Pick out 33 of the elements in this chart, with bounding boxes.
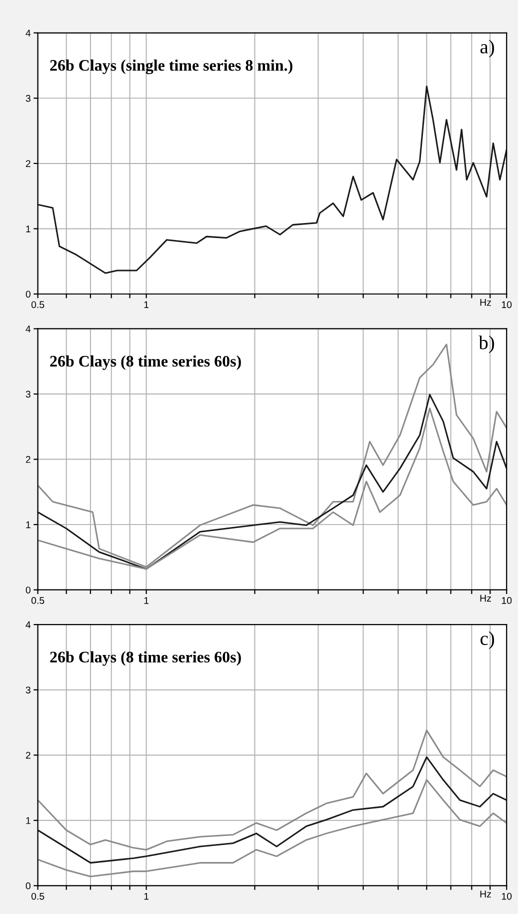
y-tick-label: 2 <box>26 456 30 463</box>
y-tick-label: 4 <box>26 30 31 36</box>
x-tick-label: 0.5 <box>31 892 44 900</box>
y-tick-label: 0 <box>26 882 30 890</box>
x-tick-label: 10 <box>502 892 512 900</box>
x-tick-label: 1 <box>144 301 149 308</box>
y-tick-label: 1 <box>26 521 30 528</box>
text: 26b Clays (single time series 8 min.) <box>50 60 292 74</box>
annotation: b) <box>478 336 494 354</box>
y-tick-label: 0 <box>26 586 30 594</box>
y-tick-label: 1 <box>26 226 30 232</box>
y-tick-label: 4 <box>26 326 31 332</box>
y-tick-label: 3 <box>26 686 30 694</box>
text: 26b Clays (8 time series 60s) <box>50 355 241 370</box>
y-tick-label: 3 <box>26 94 30 102</box>
annotation: a) <box>480 40 494 58</box>
x-tick-label: 0.5 <box>31 301 44 308</box>
y-tick-label: 2 <box>26 160 30 167</box>
x-tick-label: 1 <box>144 597 149 604</box>
x-axis-title: Hz <box>480 594 491 602</box>
x-tick-label: 10 <box>502 597 512 604</box>
y-tick-label: 4 <box>26 621 31 628</box>
text: 26b Clays (8 time series 60s) <box>50 651 241 666</box>
y-tick-label: 0 <box>26 290 30 298</box>
x-tick-label: 0.5 <box>31 597 44 604</box>
x-axis-title: Hz <box>480 299 491 306</box>
y-tick-label: 3 <box>26 390 30 398</box>
annotation: c) <box>480 631 494 650</box>
x-tick-label: 10 <box>502 301 512 308</box>
y-tick-label: 1 <box>26 817 30 824</box>
x-axis-title: Hz <box>480 890 491 898</box>
x-tick-label: 1 <box>144 892 149 900</box>
y-tick-label: 2 <box>26 752 30 759</box>
